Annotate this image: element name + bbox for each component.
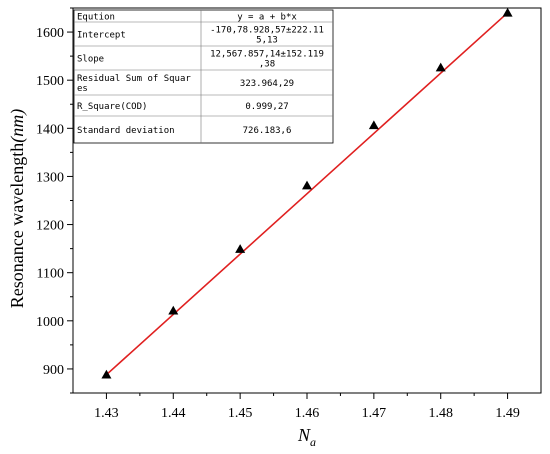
data-point	[368, 120, 379, 130]
y-tick-label: 1500	[36, 74, 64, 89]
x-tick-label: 1.44	[161, 406, 186, 421]
x-tick-label: 1.43	[94, 406, 119, 421]
y-tick-label: 900	[43, 363, 64, 378]
y-axis-title: Resonance wavelength(nm)	[7, 109, 28, 308]
y-tick-label: 1100	[37, 267, 64, 282]
fit-table-value: 5,13	[256, 36, 278, 46]
fit-table-value: 0.999,27	[245, 102, 288, 112]
data-point	[168, 305, 179, 315]
y-axis-ticks: 900 1000 1100 1200 1300 1400 1500 1600	[36, 7, 73, 394]
x-axis-title: Na	[297, 425, 316, 449]
y-tick-label: 1000	[36, 315, 64, 330]
fit-table-frame	[73, 9, 334, 144]
y-tick-label: 1400	[36, 122, 64, 137]
fit-table-value: -170,78.928,57±222.11	[210, 26, 324, 36]
x-tick-label: 1.45	[228, 406, 253, 421]
fit-statistics-table: Eqution y = a + b*x Intercept -170,78.928,5…	[73, 9, 334, 144]
y-axis-title-main: Resonance wavelength	[7, 143, 27, 308]
x-axis-title-main: N	[297, 425, 311, 445]
data-point	[101, 369, 112, 379]
fit-table-label: Residual Sum of Squar	[77, 74, 191, 84]
x-tick-label: 1.46	[295, 406, 320, 421]
fit-table-label: R_Square(COD)	[77, 102, 147, 112]
fit-table-label: Eqution	[77, 13, 115, 23]
y-axis-title-unit: (nm)	[7, 109, 28, 143]
data-points	[101, 7, 513, 379]
data-point	[502, 7, 513, 17]
fit-table-label: Standard deviation	[77, 126, 175, 136]
y-tick-label: 1300	[36, 170, 64, 185]
data-point	[302, 180, 312, 190]
fit-table-value: ,38	[259, 60, 275, 70]
fit-table-value: y = a + b*x	[237, 13, 297, 23]
fit-table-value: 726.183,6	[243, 126, 292, 136]
data-point	[235, 244, 246, 253]
x-tick-label: 1.48	[428, 406, 453, 421]
x-axis-title-subscript: a	[310, 435, 316, 449]
y-tick-label: 1600	[36, 26, 64, 41]
fit-table-label: Slope	[77, 55, 104, 65]
fit-table-value: 12,567.857,14±152.119	[210, 50, 324, 60]
x-tick-label: 1.49	[495, 406, 520, 421]
fit-table-value: 323.964,29	[240, 79, 294, 89]
x-axis-ticks: 1.43 1.44 1.45 1.46 1.47 1.48 1.49	[94, 393, 520, 421]
x-tick-label: 1.47	[362, 406, 387, 421]
y-tick-label: 1200	[36, 219, 64, 234]
fit-table-label: es	[77, 84, 88, 94]
fit-table-label: Intercept	[77, 31, 126, 41]
data-point	[435, 62, 446, 72]
